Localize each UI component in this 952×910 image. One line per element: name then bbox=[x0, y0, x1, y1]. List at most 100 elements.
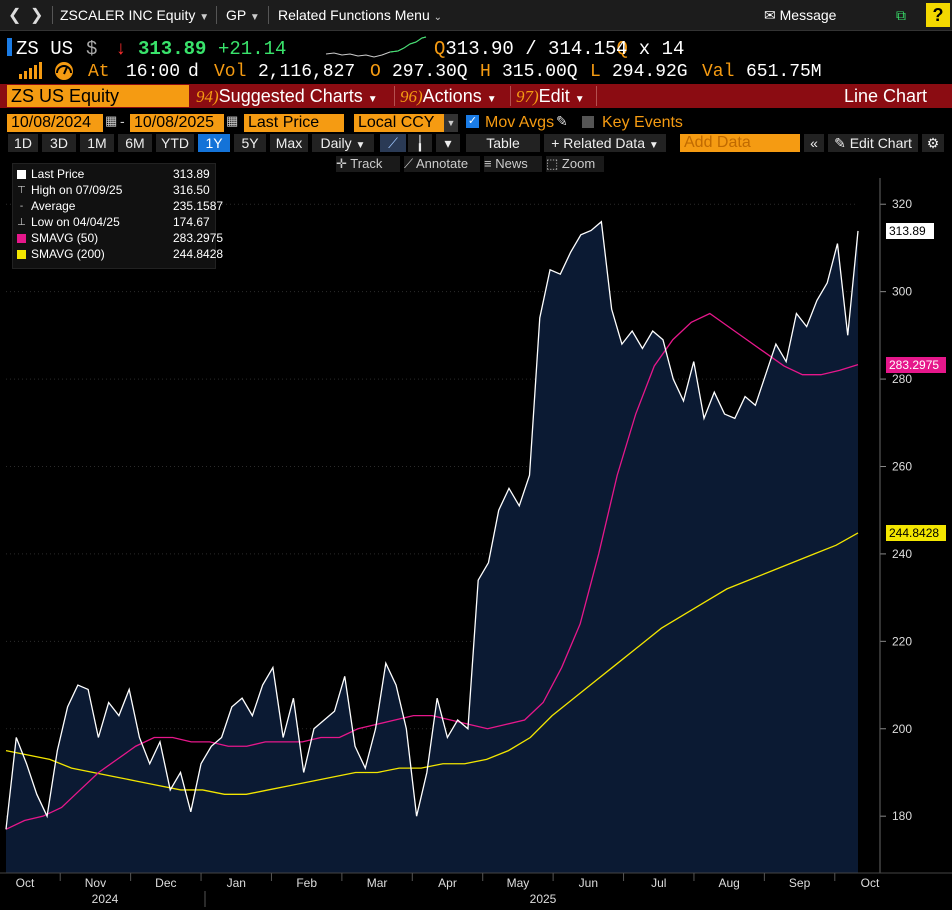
volume-bar bbox=[39, 62, 42, 79]
envelope-icon: ✉ bbox=[764, 7, 776, 23]
date-dash: - bbox=[120, 113, 125, 129]
suggested-charts-menu[interactable]: 94)Suggested Charts ▼ bbox=[196, 85, 378, 107]
last-price: 313.89 bbox=[138, 38, 207, 60]
menu-label: Suggested Charts bbox=[218, 86, 363, 106]
edit-menu[interactable]: 97)Edit ▼ bbox=[516, 85, 585, 107]
line-chart-icon[interactable]: ⟋ bbox=[380, 134, 406, 152]
pencil-icon[interactable]: ✎ bbox=[556, 113, 568, 129]
security-field[interactable]: ZS US Equity bbox=[7, 85, 189, 107]
track-button[interactable]: ✛ Track bbox=[336, 156, 400, 172]
legend-swatch bbox=[17, 234, 26, 244]
back-icon[interactable]: ❮ bbox=[8, 7, 22, 24]
currency-selector[interactable]: Local CCY bbox=[354, 114, 444, 132]
double-chevron-left-icon[interactable]: « bbox=[804, 134, 824, 152]
gauge-icon bbox=[55, 62, 73, 80]
legend-swatch bbox=[17, 250, 26, 260]
message-label: Message bbox=[779, 7, 837, 23]
frequency-selector[interactable]: Daily ▼ bbox=[312, 134, 374, 152]
x-axis: Oct Nov Dec Jan Feb Mar Apr May Jun Jul Aug Sep Oct 2… bbox=[0, 872, 952, 907]
edit-chart-button[interactable]: ✎ Edit Chart bbox=[828, 134, 918, 152]
mov-avgs-label: Mov Avgs bbox=[485, 114, 555, 131]
table-button[interactable]: Table bbox=[466, 134, 540, 152]
sma200-tag: 244.8428 bbox=[886, 524, 946, 541]
settings-gear-icon[interactable]: ⚙ bbox=[922, 134, 944, 152]
vol-label: Vol bbox=[214, 62, 247, 82]
volume-bar bbox=[19, 74, 22, 79]
key-events-label: Key Events bbox=[602, 114, 683, 131]
field-selector[interactable]: Last Price bbox=[244, 114, 344, 132]
period-3d[interactable]: 3D bbox=[42, 134, 76, 152]
period-1d[interactable]: 1D bbox=[8, 134, 38, 152]
period-1m[interactable]: 1M bbox=[80, 134, 114, 152]
function-selector[interactable]: GP ▼ bbox=[226, 7, 260, 23]
caret-down-icon[interactable]: ▼ bbox=[444, 114, 458, 132]
track-label: Track bbox=[350, 156, 383, 171]
chart-legend[interactable]: Last Price 313.89 ⊤ High on 07/09/25 316.50… bbox=[12, 163, 223, 269]
related-functions-menu[interactable]: Related Functions Menu ⌄ bbox=[278, 7, 442, 23]
at-label: At bbox=[88, 62, 110, 82]
x-tick-label: Jan bbox=[227, 876, 246, 890]
x-tick-label: Oct bbox=[16, 876, 35, 890]
traded-value: 651.75M bbox=[746, 62, 822, 82]
caret-down-icon: ▼ bbox=[249, 12, 260, 23]
bar-chart-icon[interactable]: ╽ bbox=[408, 134, 432, 152]
ask-flag: Q bbox=[616, 38, 628, 60]
legend-value: 244.8428 bbox=[173, 247, 224, 261]
volume-bar bbox=[34, 65, 37, 79]
calendar-icon[interactable]: ▦ bbox=[226, 113, 239, 128]
high-price: 315.00Q bbox=[502, 62, 578, 82]
legend-label: Last Price bbox=[31, 167, 85, 181]
caret-down-icon[interactable]: ▾ bbox=[436, 134, 460, 152]
start-date-field[interactable]: 10/08/2024 bbox=[7, 114, 103, 132]
security-selector[interactable]: ZSCALER INC Equity ▼ bbox=[60, 7, 209, 23]
period-ytd[interactable]: YTD bbox=[156, 134, 194, 152]
period-1y[interactable]: 1Y bbox=[198, 134, 230, 152]
forward-icon[interactable]: ❯ bbox=[30, 7, 44, 24]
x-tick-label: Sep bbox=[789, 876, 811, 890]
related-data-button[interactable]: + Related Data ▼ bbox=[544, 134, 666, 152]
low-marker-icon: ⊥ bbox=[17, 217, 26, 229]
legend-low: ⊥ Low on 04/04/25 174.67 bbox=[17, 214, 210, 230]
period-6m[interactable]: 6M bbox=[118, 134, 152, 152]
annotate-button[interactable]: ⟋ Annotate bbox=[404, 156, 480, 172]
help-button[interactable]: ? bbox=[926, 3, 950, 27]
caret-down-icon: ▼ bbox=[574, 94, 585, 105]
caret-down-icon: ▼ bbox=[486, 94, 497, 105]
period-5y[interactable]: 5Y bbox=[234, 134, 266, 152]
zoom-button[interactable]: ⬚ Zoom bbox=[546, 156, 604, 172]
legend-swatch bbox=[17, 170, 26, 180]
window-options-icon[interactable]: ⧉ bbox=[896, 7, 906, 23]
year-label: 2024 bbox=[92, 892, 119, 906]
divider bbox=[52, 6, 53, 24]
end-date-field[interactable]: 10/08/2025 bbox=[130, 114, 224, 132]
val-label: Val bbox=[702, 62, 735, 82]
key-events-checkbox[interactable] bbox=[582, 116, 594, 128]
news-button[interactable]: ≡ News bbox=[484, 156, 542, 172]
title-bar: ❮ ❯ ZSCALER INC Equity ▼ GP ▼ Related Fu… bbox=[0, 0, 952, 31]
add-data-field[interactable]: Add Data bbox=[680, 134, 800, 152]
menu-number: 96) bbox=[400, 87, 423, 106]
period-max[interactable]: Max bbox=[270, 134, 308, 152]
calendar-icon[interactable]: ▦ bbox=[105, 113, 118, 128]
legend-value: 316.50 bbox=[173, 183, 210, 197]
zoom-icon: ⬚ bbox=[546, 156, 559, 171]
legend-label: SMAVG (50) bbox=[31, 231, 99, 245]
message-button[interactable]: ✉ Message bbox=[764, 7, 836, 24]
pencil-icon: ✎ bbox=[834, 135, 846, 151]
y-tick-label: 240 bbox=[892, 547, 912, 561]
price-chart[interactable]: 180 200 220 240 260 280 300 320 Oct Nov Dec Jan Feb… bbox=[0, 178, 952, 910]
low-label: L bbox=[590, 62, 601, 82]
double-chevron-down-icon: ⌄ bbox=[433, 12, 443, 23]
legend-average: - Average 235.1587 bbox=[17, 198, 223, 214]
divider bbox=[394, 86, 395, 106]
legend-value: 174.67 bbox=[173, 215, 210, 229]
caret-down-icon: ▼ bbox=[199, 12, 210, 23]
caret-down-icon: ▼ bbox=[367, 94, 378, 105]
low-price: 294.92G bbox=[612, 62, 688, 82]
actions-menu[interactable]: 96)Actions ▼ bbox=[400, 85, 497, 107]
open-label: O bbox=[370, 62, 381, 82]
volume-bar bbox=[29, 68, 32, 79]
mov-avgs-checkbox[interactable]: ✓ bbox=[466, 115, 479, 128]
ask: 314.15 bbox=[548, 38, 617, 60]
sparkline-line bbox=[325, 36, 427, 58]
